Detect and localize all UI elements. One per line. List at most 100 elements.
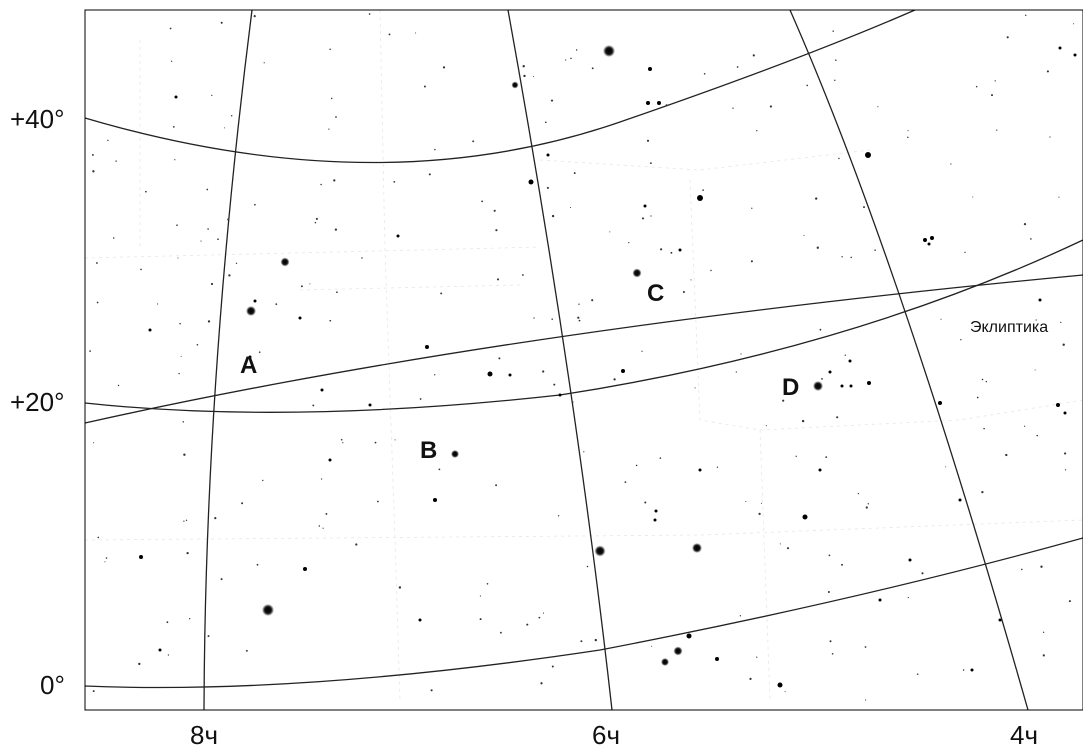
faint-star-dot — [207, 320, 211, 323]
faint-star-dot — [834, 79, 836, 82]
faint-star-dot — [863, 206, 865, 209]
faint-star-dot — [275, 303, 278, 305]
faint-star-dot — [214, 517, 217, 520]
faint-star-dot — [916, 673, 919, 675]
faint-star-dot — [786, 547, 790, 550]
star-dot — [653, 518, 657, 522]
faint-star-dot — [551, 214, 555, 218]
star-dot — [828, 370, 832, 374]
star-dot — [958, 498, 962, 502]
faint-star-dot — [183, 520, 185, 522]
faint-star-dot — [138, 662, 141, 666]
faint-star-dot — [827, 590, 830, 594]
faint-star-dot — [335, 116, 337, 118]
star-dot — [698, 468, 702, 472]
faint-star-dot — [498, 357, 501, 360]
faint-star-dot — [850, 256, 852, 259]
star-dot — [840, 384, 844, 388]
faint-star-dot — [211, 94, 213, 97]
faint-star-dot — [624, 481, 627, 483]
faint-star-dot — [493, 209, 496, 212]
star-dot — [848, 359, 852, 363]
star-dot — [508, 373, 512, 377]
faint-star-dot — [1005, 453, 1008, 457]
faint-star-dot — [522, 274, 524, 276]
faint-star-dot — [325, 512, 328, 515]
faint-star-dot — [522, 65, 525, 68]
faint-star-dot — [92, 690, 95, 693]
faint-star-dot — [578, 303, 580, 305]
star-dot — [148, 328, 152, 332]
faint-star-dot — [573, 172, 576, 175]
faint-star-dot — [867, 503, 869, 505]
faint-star-dot — [334, 228, 338, 231]
star-dot — [418, 618, 422, 622]
star-dot — [328, 458, 332, 462]
faint-star-dot — [342, 442, 344, 444]
star-dot — [878, 598, 882, 602]
ra-label-6h: 6ч — [592, 720, 620, 749]
dec-circle-0 — [84, 537, 1083, 689]
faint-star-dot — [182, 421, 185, 423]
faint-star-dot — [320, 478, 323, 480]
star-dot — [528, 179, 534, 185]
star-dot — [692, 543, 702, 553]
faint-star-dot — [819, 328, 822, 331]
faint-star-dot — [580, 640, 583, 643]
faint-star-dot — [183, 453, 186, 456]
faint-star-dot — [1021, 568, 1023, 571]
faint-star-dot — [186, 551, 189, 555]
faint-star-dot — [553, 383, 556, 386]
faint-star-dot — [104, 561, 106, 563]
faint-star-dot — [178, 372, 180, 375]
faint-star-dot — [779, 543, 781, 545]
faint-star-dot — [690, 279, 692, 281]
faint-star-dot — [921, 572, 924, 575]
chart-background — [85, 10, 1083, 710]
constellation-boundaries — [84, 9, 1083, 701]
star-dot — [280, 257, 290, 267]
faint-star-dot — [649, 162, 652, 165]
faint-star-dot — [1062, 343, 1065, 346]
faint-star-dot — [227, 218, 230, 221]
dec-label-20: +20° — [10, 387, 65, 417]
faint-star-dot — [438, 468, 441, 471]
faint-star-dot — [256, 563, 259, 566]
faint-star-dot — [1073, 23, 1075, 25]
star-dot — [646, 101, 650, 105]
star-dot — [487, 371, 493, 377]
faint-star-dot — [538, 616, 541, 619]
faint-star-dot — [803, 234, 805, 236]
ra-line-8h — [203, 9, 253, 711]
faint-star-dot — [500, 631, 502, 634]
star-dot — [1073, 53, 1077, 57]
faint-star-dot — [472, 140, 475, 143]
faint-star-dot — [336, 291, 338, 294]
faint-star-dot — [857, 492, 860, 495]
faint-star-dot — [1046, 70, 1049, 73]
faint-star-dot — [750, 260, 753, 263]
faint-star-dot — [1040, 565, 1043, 568]
faint-star-dot — [170, 60, 173, 62]
faint-star-dot — [829, 640, 832, 643]
ecliptic-label: Эклиптика — [970, 319, 1048, 336]
faint-star-dot — [96, 301, 99, 304]
star-dot — [558, 393, 562, 397]
faint-star-dot — [710, 269, 712, 272]
faint-star-dot — [864, 646, 867, 648]
faint-star-dot — [815, 197, 818, 200]
faint-star-dot — [716, 466, 719, 468]
faint-star-dot — [544, 121, 547, 124]
faint-star-dot — [844, 354, 846, 356]
star-dot — [303, 567, 307, 571]
faint-star-dot — [981, 490, 984, 494]
faint-star-dot — [1042, 631, 1045, 633]
faint-star-dot — [430, 689, 433, 692]
star-dot — [1056, 403, 1060, 407]
star-dot — [511, 81, 519, 89]
faint-star-dot — [388, 33, 391, 36]
faint-star-dot — [314, 221, 317, 224]
faint-star-dot — [115, 160, 117, 162]
faint-star-dot — [318, 525, 321, 527]
